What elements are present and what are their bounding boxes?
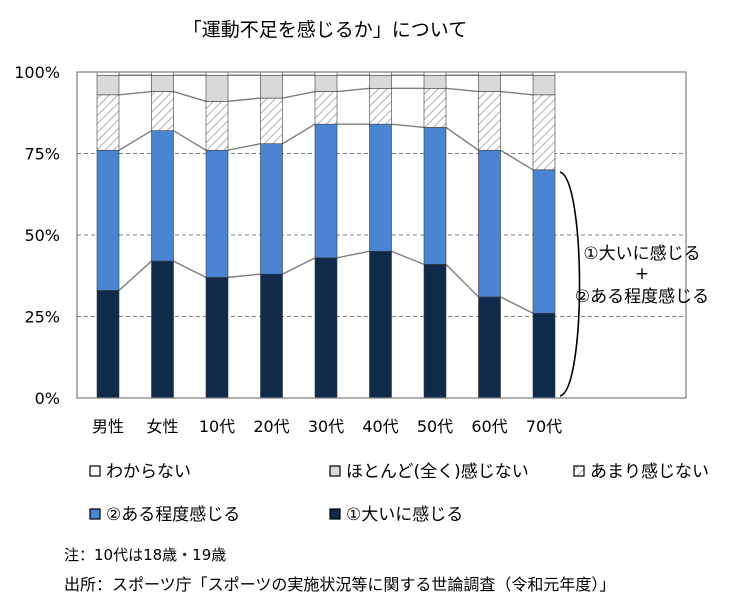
bar-segment bbox=[478, 149, 501, 298]
connector-line bbox=[118, 87, 534, 103]
bar-segment bbox=[205, 101, 229, 151]
legend-item-wakaranai: わからない bbox=[89, 462, 191, 482]
connector-lines bbox=[118, 74, 534, 314]
bar-segment bbox=[423, 264, 447, 399]
x-tick-label: 50代 bbox=[417, 417, 453, 436]
legend-item-aruteido: ②ある程度感じる bbox=[89, 505, 240, 525]
legend-item-amari: あまり感じない bbox=[573, 462, 709, 482]
x-tick-label: 女性 bbox=[146, 417, 178, 436]
chart-title: 「運動不足を感じるか」について bbox=[183, 19, 467, 41]
footnote: 注：10代は18歳・19歳 bbox=[64, 546, 227, 564]
annotation-brace bbox=[559, 171, 581, 397]
bar-segment bbox=[96, 94, 120, 151]
bar-segment bbox=[532, 74, 556, 96]
bar-segment bbox=[369, 251, 392, 399]
bar-segment bbox=[96, 74, 120, 96]
bar-segment bbox=[151, 260, 174, 399]
y-axis-ticks: 0% 25% 50% 75% 100% bbox=[14, 63, 60, 408]
y-tick-label: 25% bbox=[24, 308, 60, 327]
bar-segment bbox=[205, 277, 229, 399]
bar-segment bbox=[369, 123, 392, 252]
bar-segment bbox=[423, 88, 447, 128]
bar-segment bbox=[151, 91, 174, 131]
annotation-line1: ①大いに感じる bbox=[583, 244, 700, 264]
legend-label-amari: あまり感じない bbox=[590, 462, 709, 482]
bar-segment bbox=[532, 94, 556, 171]
bar-segment bbox=[260, 273, 283, 399]
bar-segment bbox=[260, 74, 283, 99]
x-tick-label: 30代 bbox=[308, 417, 344, 436]
connector-line bbox=[118, 250, 534, 314]
bar-segment bbox=[423, 127, 447, 265]
legend-label-oini: ①大いに感じる bbox=[346, 505, 463, 525]
bar-segment bbox=[151, 74, 174, 92]
bar-segment bbox=[423, 74, 447, 89]
bar-segment bbox=[96, 290, 120, 399]
bar-segment bbox=[314, 91, 338, 125]
legend-label-aruteido: ②ある程度感じる bbox=[106, 505, 240, 525]
bar-segment bbox=[369, 88, 392, 125]
bar-segment bbox=[369, 74, 392, 89]
bar-segment bbox=[205, 74, 229, 102]
bar-stacks bbox=[96, 71, 556, 399]
x-tick-label: 70代 bbox=[526, 417, 562, 436]
y-tick-label: 0% bbox=[35, 389, 60, 408]
x-tick-label: 10代 bbox=[199, 417, 235, 436]
legend-swatch-amari bbox=[573, 465, 585, 477]
legend-swatch-aruteido bbox=[89, 508, 101, 520]
y-tick-label: 100% bbox=[14, 63, 60, 82]
bar-segment bbox=[478, 91, 501, 151]
x-axis-ticks: 男性 女性 10代 20代 30代 40代 50代 60代 70代 bbox=[92, 417, 562, 436]
y-tick-label: 50% bbox=[24, 226, 60, 245]
bar-segment bbox=[478, 296, 501, 399]
source-note: 出所：スポーツ庁「スポーツの実施状況等に関する世論調査（令和元年度）」 bbox=[64, 575, 616, 594]
connector-line bbox=[118, 123, 534, 171]
bar-segment bbox=[532, 169, 556, 314]
bar-segment bbox=[260, 143, 283, 275]
legend-label-wakaranai: わからない bbox=[106, 462, 191, 482]
bar-segment bbox=[96, 149, 120, 291]
legend-label-hotondo: ほとんど(全く)感じない bbox=[346, 462, 529, 482]
legend-swatch-oini bbox=[329, 508, 341, 520]
plot-area-border bbox=[76, 71, 687, 399]
y-tick-label: 75% bbox=[24, 145, 60, 164]
annotation-line3: ②ある程度感じる bbox=[575, 287, 709, 307]
x-tick-label: 20代 bbox=[253, 417, 289, 436]
bar-segment bbox=[314, 123, 338, 259]
bar-segment bbox=[205, 149, 229, 278]
bar-segment bbox=[151, 130, 174, 262]
annotation-line2: + bbox=[635, 264, 649, 284]
legend-item-oini: ①大いに感じる bbox=[329, 505, 463, 525]
bar-segment bbox=[314, 257, 338, 399]
bar-segment bbox=[314, 74, 338, 92]
legend-swatch-wakaranai bbox=[89, 465, 101, 477]
x-tick-label: 40代 bbox=[362, 417, 398, 436]
x-tick-label: 男性 bbox=[92, 417, 124, 436]
x-tick-label: 60代 bbox=[471, 417, 507, 436]
bar-segment bbox=[532, 312, 556, 399]
legend: わからない ほとんど(全く)感じない あまり感じない ②ある程度感じる ①大いに… bbox=[89, 462, 709, 525]
legend-swatch-hotondo bbox=[329, 465, 341, 477]
bar-segment bbox=[478, 74, 501, 92]
legend-item-hotondo: ほとんど(全く)感じない bbox=[329, 462, 529, 482]
bar-segment bbox=[260, 97, 283, 145]
